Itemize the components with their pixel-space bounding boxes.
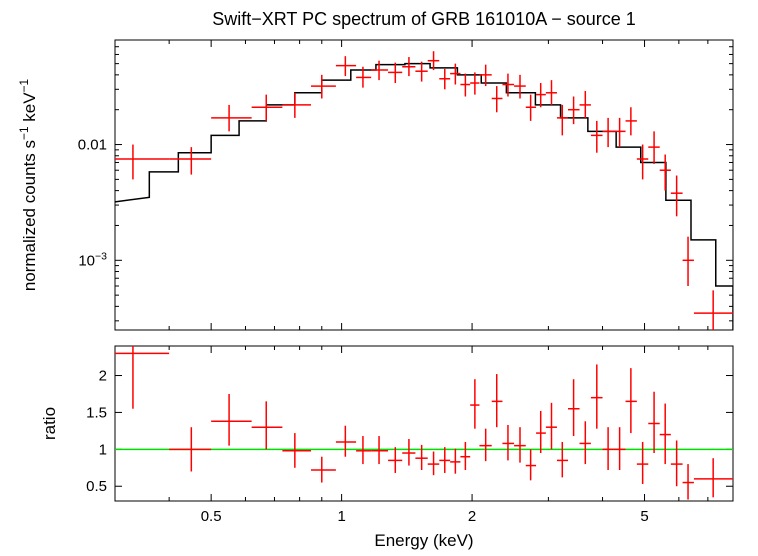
ratio-data <box>115 346 733 500</box>
y-axis-label-bottom: ratio <box>40 407 59 440</box>
chart-container: Swift−XRT PC spectrum of GRB 161010A − s… <box>0 0 758 556</box>
x-tick-label: 2 <box>468 508 476 525</box>
spectrum-data <box>115 51 733 330</box>
x-tick-label: 0.5 <box>201 508 222 525</box>
x-tick-label: 5 <box>640 508 648 525</box>
y-tick-label-bottom: 2 <box>99 368 107 385</box>
y-tick-label-bottom: 1 <box>99 441 107 458</box>
y-tick-label-top: 0.01 <box>78 137 107 154</box>
bottom-panel-frame <box>115 346 733 501</box>
y-tick-label-top: 10−3 <box>78 250 107 269</box>
y-tick-label-bottom: 1.5 <box>86 404 107 421</box>
y-tick-label-bottom: 0.5 <box>86 478 107 495</box>
top-panel-frame <box>115 40 733 330</box>
y-axis-label-top: normalized counts s−1 keV−1 <box>17 78 39 291</box>
x-axis-label: Energy (keV) <box>374 531 473 550</box>
chart-title: Swift−XRT PC spectrum of GRB 161010A − s… <box>212 9 636 29</box>
chart-svg: Swift−XRT PC spectrum of GRB 161010A − s… <box>0 0 758 556</box>
x-tick-label: 1 <box>337 508 345 525</box>
model-curve <box>115 64 733 330</box>
